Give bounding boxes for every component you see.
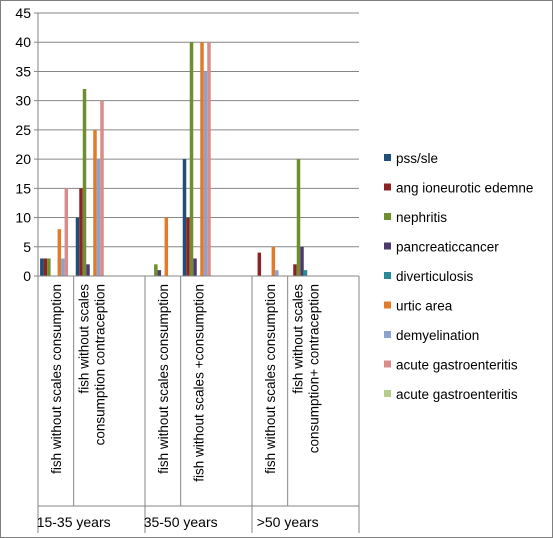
legend-swatch	[384, 331, 391, 338]
x-tick-label: fish without scales consumption	[156, 284, 171, 474]
x-tick-label-line: consumption+ contraception	[307, 284, 322, 453]
legend-label: nephritis	[396, 210, 447, 225]
bar	[303, 270, 308, 276]
legend-swatch	[384, 390, 391, 397]
x-tick-label-line: fish without scales consumption	[49, 284, 64, 474]
bar	[300, 246, 304, 276]
bar	[82, 88, 87, 276]
bar	[182, 159, 187, 276]
x-tick-label-line: consumption contraception	[93, 284, 108, 445]
bar	[79, 188, 83, 276]
y-tick-label: 45	[15, 5, 31, 21]
legend-label: acute gastroenteritis	[396, 358, 518, 373]
x-tick-label: fish without scales consumption	[49, 284, 64, 474]
legend-swatch	[384, 272, 391, 279]
bar	[203, 71, 208, 276]
bar	[61, 258, 65, 276]
x-tick-label: fish without scales +consumption	[192, 284, 207, 482]
bar	[100, 100, 104, 276]
bar	[293, 264, 297, 276]
x-tick-label: fish without scalesconsumption contracep…	[77, 284, 108, 446]
y-tick-label: 10	[15, 210, 31, 226]
axes	[37, 13, 359, 277]
x-tick-label-line: fish without scales consumption	[263, 284, 278, 474]
bar	[47, 258, 51, 276]
y-tick-label: 30	[15, 93, 31, 109]
y-tick-label: 0	[23, 268, 31, 284]
bar	[296, 159, 301, 276]
legend-label: acute gastroenteritis	[396, 387, 518, 402]
bar	[257, 252, 262, 276]
x-tick-label: fish without scalesconsumption+ contrace…	[291, 284, 322, 453]
bar	[207, 42, 211, 276]
bar	[40, 258, 44, 276]
legend-label: urtic area	[396, 299, 453, 314]
y-axis-ticks: 0 5 10 15 20 25 30 35 40 45	[15, 5, 38, 284]
group-label: 15-35 years	[37, 514, 111, 530]
x-tick-label-line: fish without scales consumption	[156, 284, 171, 474]
y-tick-label: 15	[15, 180, 31, 196]
legend-label: diverticulosis	[396, 269, 474, 284]
legend-label: demyelination	[396, 328, 479, 343]
legend-swatch	[384, 301, 391, 309]
bar	[193, 258, 197, 276]
bar	[43, 258, 48, 276]
bar	[189, 42, 194, 276]
y-tick-label: 20	[15, 151, 31, 167]
x-tick-label-line: fish without scales	[77, 284, 92, 394]
bar	[64, 188, 69, 276]
bar	[86, 264, 90, 276]
legend: pss/sle ang ioneurotic edemne nephritis pan…	[384, 151, 533, 402]
bar	[271, 246, 276, 276]
group-label: 35-50 years	[144, 514, 218, 530]
y-tick-label: 35	[15, 63, 31, 79]
bar	[75, 217, 80, 276]
x-tick-label-line: fish without scales	[291, 284, 306, 394]
legend-swatch	[384, 213, 391, 220]
legend-swatch	[384, 242, 391, 250]
group-label: >50 years	[257, 514, 319, 530]
legend-label: pss/sle	[396, 151, 438, 166]
bar	[57, 229, 62, 276]
y-tick-label: 25	[15, 122, 31, 138]
bar	[164, 217, 169, 276]
x-tick-label-line: fish without scales +consumption	[192, 284, 207, 482]
y-tick-label: 40	[15, 34, 31, 50]
legend-swatch	[384, 183, 391, 191]
legend-label: pancreaticcancer	[396, 240, 499, 255]
legend-label: ang ioneurotic edemne	[396, 181, 533, 196]
x-tick-label: fish without scales consumption	[263, 284, 278, 474]
bar	[96, 159, 101, 276]
bar	[93, 129, 97, 276]
legend-swatch	[384, 154, 391, 161]
x-axis-labels: fish without scales consumption fish with…	[37, 276, 360, 533]
bar	[200, 42, 204, 276]
bar	[186, 217, 190, 276]
gridlines	[38, 12, 359, 248]
bar	[157, 270, 162, 276]
legend-swatch	[384, 360, 391, 368]
bar	[275, 270, 279, 276]
bars	[40, 42, 308, 276]
bar	[154, 264, 158, 276]
y-tick-label: 5	[23, 239, 31, 255]
